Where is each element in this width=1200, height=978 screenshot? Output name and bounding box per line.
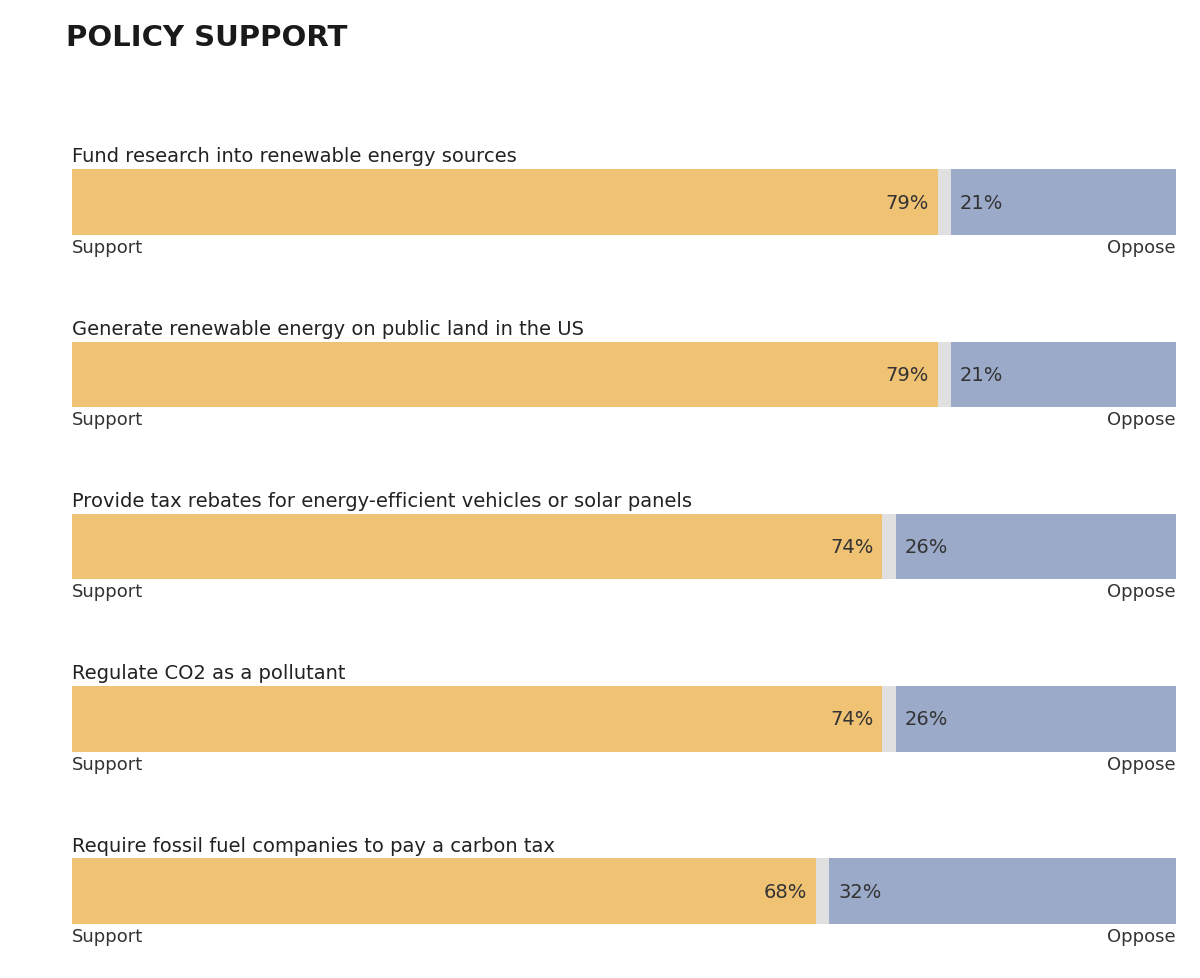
Text: Oppose: Oppose [1108,927,1176,945]
Text: Oppose: Oppose [1108,755,1176,773]
Bar [895,514,1176,580]
Text: Oppose: Oppose [1108,583,1176,600]
Text: Support: Support [72,583,143,600]
Text: 79%: 79% [886,366,929,384]
Bar [895,687,1176,752]
Text: 74%: 74% [830,538,874,556]
Bar [72,514,882,580]
Text: Regulate CO2 as a pollutant: Regulate CO2 as a pollutant [72,664,346,683]
Text: Fund research into renewable energy sources: Fund research into renewable energy sour… [72,148,517,166]
Text: Generate renewable energy on public land in the US: Generate renewable energy on public land… [72,320,584,338]
Bar [950,170,1176,236]
Text: Oppose: Oppose [1108,239,1176,256]
Bar [937,342,950,408]
Bar [72,687,882,752]
Bar [829,859,1176,924]
Bar [937,170,950,236]
Text: Require fossil fuel companies to pay a carbon tax: Require fossil fuel companies to pay a c… [72,836,554,855]
Bar [882,687,895,752]
Text: 68%: 68% [764,882,808,901]
Text: Support: Support [72,239,143,256]
Bar [882,514,895,580]
Text: Provide tax rebates for energy-efficient vehicles or solar panels: Provide tax rebates for energy-efficient… [72,492,692,511]
Text: 26%: 26% [905,538,948,556]
Bar [72,342,937,408]
Text: Support: Support [72,411,143,428]
Text: 21%: 21% [960,194,1003,212]
Text: 74%: 74% [830,710,874,729]
Bar [72,170,937,236]
Bar [72,859,816,924]
Text: Oppose: Oppose [1108,411,1176,428]
Text: POLICY SUPPORT: POLICY SUPPORT [66,24,347,53]
Text: Support: Support [72,755,143,773]
Text: 32%: 32% [838,882,882,901]
Text: 21%: 21% [960,366,1003,384]
Bar [816,859,829,924]
Text: 26%: 26% [905,710,948,729]
Text: Support: Support [72,927,143,945]
Bar [950,342,1176,408]
Text: 79%: 79% [886,194,929,212]
